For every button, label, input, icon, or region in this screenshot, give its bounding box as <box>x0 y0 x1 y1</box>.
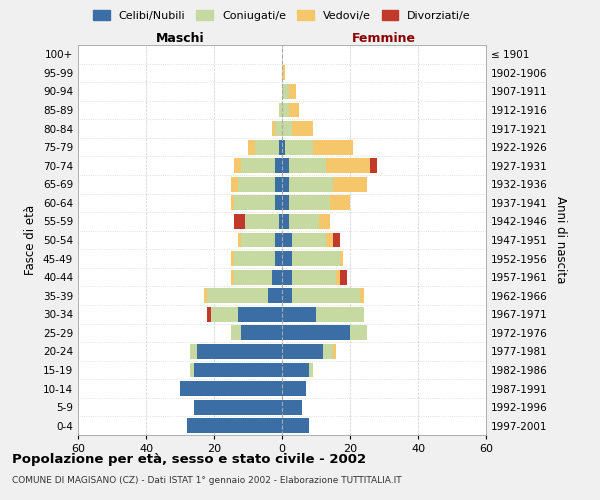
Bar <box>180 381 282 396</box>
Bar <box>289 84 296 99</box>
Bar <box>282 214 289 229</box>
Bar <box>282 307 316 322</box>
Bar <box>275 232 282 248</box>
Bar <box>316 307 364 322</box>
Bar <box>235 214 245 229</box>
Bar <box>333 177 367 192</box>
Bar <box>211 307 238 322</box>
Bar <box>289 196 329 210</box>
Bar <box>190 344 197 359</box>
Bar <box>370 158 377 173</box>
Bar <box>272 270 282 284</box>
Bar <box>323 344 333 359</box>
Bar <box>292 288 360 303</box>
Bar <box>245 214 278 229</box>
Bar <box>289 214 319 229</box>
Bar <box>248 140 255 154</box>
Bar <box>231 177 238 192</box>
Bar <box>319 214 329 229</box>
Bar <box>278 140 282 154</box>
Bar <box>286 140 313 154</box>
Bar <box>289 102 299 118</box>
Bar <box>241 326 282 340</box>
Bar <box>360 288 364 303</box>
Bar <box>329 196 350 210</box>
Bar <box>282 400 302 414</box>
Bar <box>272 121 275 136</box>
Text: COMUNE DI MAGISANO (CZ) - Dati ISTAT 1° gennaio 2002 - Elaborazione TUTTITALIA.I: COMUNE DI MAGISANO (CZ) - Dati ISTAT 1° … <box>12 476 401 485</box>
Bar <box>289 158 326 173</box>
Bar <box>282 381 306 396</box>
Bar <box>282 326 350 340</box>
Bar <box>275 121 282 136</box>
Bar <box>292 270 337 284</box>
Bar <box>313 140 353 154</box>
Bar <box>282 232 292 248</box>
Text: Maschi: Maschi <box>155 32 205 45</box>
Bar <box>278 102 282 118</box>
Bar <box>282 288 292 303</box>
Bar <box>275 196 282 210</box>
Bar <box>282 418 309 433</box>
Bar <box>282 140 286 154</box>
Bar <box>235 196 275 210</box>
Bar <box>278 214 282 229</box>
Bar <box>289 177 333 192</box>
Bar <box>275 251 282 266</box>
Bar <box>275 177 282 192</box>
Bar <box>187 418 282 433</box>
Bar <box>333 232 340 248</box>
Bar <box>238 232 241 248</box>
Bar <box>197 344 282 359</box>
Bar <box>326 232 333 248</box>
Bar <box>326 158 370 173</box>
Bar <box>350 326 367 340</box>
Bar <box>282 362 309 378</box>
Bar <box>241 232 275 248</box>
Bar <box>292 232 326 248</box>
Bar <box>282 251 292 266</box>
Bar <box>235 251 275 266</box>
Text: Popolazione per età, sesso e stato civile - 2002: Popolazione per età, sesso e stato civil… <box>12 452 366 466</box>
Bar <box>282 121 292 136</box>
Bar <box>207 288 268 303</box>
Text: Femmine: Femmine <box>352 32 416 45</box>
Bar <box>333 344 337 359</box>
Bar <box>282 177 289 192</box>
Bar <box>231 196 235 210</box>
Bar <box>340 270 347 284</box>
Bar <box>207 307 211 322</box>
Bar <box>309 362 313 378</box>
Bar <box>194 400 282 414</box>
Y-axis label: Fasce di età: Fasce di età <box>25 205 37 275</box>
Bar <box>282 196 289 210</box>
Bar <box>231 270 235 284</box>
Bar <box>190 362 194 378</box>
Bar <box>231 251 235 266</box>
Bar <box>194 362 282 378</box>
Bar <box>340 251 343 266</box>
Bar <box>255 140 278 154</box>
Bar <box>337 270 340 284</box>
Bar <box>235 158 241 173</box>
Bar <box>231 326 241 340</box>
Legend: Celibi/Nubili, Coniugati/e, Vedovi/e, Divorziati/e: Celibi/Nubili, Coniugati/e, Vedovi/e, Di… <box>89 6 475 25</box>
Bar <box>241 158 275 173</box>
Bar <box>235 270 272 284</box>
Bar <box>275 158 282 173</box>
Bar <box>238 177 275 192</box>
Bar <box>268 288 282 303</box>
Bar <box>292 251 340 266</box>
Bar <box>204 288 207 303</box>
Bar <box>238 307 282 322</box>
Bar <box>282 270 292 284</box>
Bar <box>282 84 289 99</box>
Bar <box>292 121 313 136</box>
Bar <box>282 66 286 80</box>
Y-axis label: Anni di nascita: Anni di nascita <box>554 196 567 284</box>
Bar <box>282 344 323 359</box>
Bar <box>282 102 289 118</box>
Bar <box>282 158 289 173</box>
